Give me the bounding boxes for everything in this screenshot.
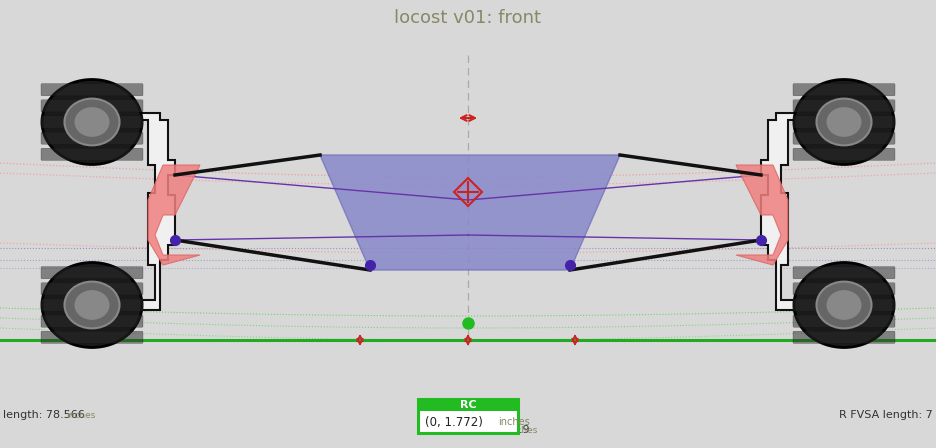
FancyBboxPatch shape — [793, 116, 895, 128]
Polygon shape — [736, 165, 788, 265]
Text: Track width: 54.619: Track width: 54.619 — [420, 425, 530, 435]
FancyBboxPatch shape — [418, 399, 518, 433]
FancyBboxPatch shape — [793, 148, 895, 160]
FancyBboxPatch shape — [41, 267, 143, 279]
Ellipse shape — [794, 79, 894, 164]
FancyBboxPatch shape — [41, 299, 143, 311]
Ellipse shape — [826, 107, 861, 137]
FancyBboxPatch shape — [41, 283, 143, 295]
Text: RC: RC — [460, 400, 476, 410]
FancyBboxPatch shape — [41, 100, 143, 112]
Ellipse shape — [65, 99, 120, 145]
Ellipse shape — [42, 79, 142, 164]
Ellipse shape — [816, 282, 871, 328]
FancyBboxPatch shape — [793, 267, 895, 279]
FancyBboxPatch shape — [41, 331, 143, 344]
Text: R FVSA length: 7: R FVSA length: 7 — [840, 410, 933, 420]
FancyBboxPatch shape — [793, 331, 895, 344]
FancyBboxPatch shape — [793, 132, 895, 144]
Polygon shape — [320, 155, 620, 270]
FancyBboxPatch shape — [793, 299, 895, 311]
FancyBboxPatch shape — [41, 148, 143, 160]
Text: inches: inches — [498, 417, 530, 427]
Polygon shape — [148, 165, 200, 265]
FancyBboxPatch shape — [793, 84, 895, 96]
Ellipse shape — [65, 282, 120, 328]
Bar — [418, 399, 518, 411]
Ellipse shape — [794, 263, 894, 348]
Text: inches: inches — [66, 410, 95, 419]
Text: locost v01: front: locost v01: front — [394, 9, 542, 27]
FancyBboxPatch shape — [793, 283, 895, 295]
FancyBboxPatch shape — [41, 84, 143, 96]
Ellipse shape — [826, 290, 861, 320]
Text: inches: inches — [508, 426, 537, 435]
Text: length: 78.566: length: 78.566 — [3, 410, 85, 420]
FancyBboxPatch shape — [41, 315, 143, 327]
Text: (0, 1.772): (0, 1.772) — [425, 415, 483, 428]
FancyBboxPatch shape — [793, 100, 895, 112]
Ellipse shape — [816, 99, 871, 145]
Polygon shape — [138, 113, 175, 310]
Ellipse shape — [75, 107, 110, 137]
Polygon shape — [761, 113, 798, 310]
Ellipse shape — [75, 290, 110, 320]
FancyBboxPatch shape — [793, 315, 895, 327]
FancyBboxPatch shape — [41, 116, 143, 128]
FancyBboxPatch shape — [41, 132, 143, 144]
Ellipse shape — [42, 263, 142, 348]
